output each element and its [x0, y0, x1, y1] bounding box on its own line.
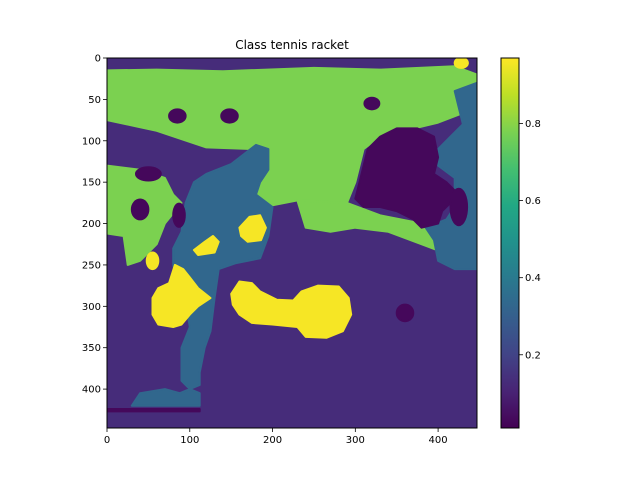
region-dark-spot-6	[395, 303, 415, 323]
region-dark-bottom-line	[107, 408, 201, 413]
region-dark-spot-3	[134, 166, 162, 182]
region-dark-spot-8	[363, 96, 381, 111]
region-dark-right-blob	[354, 127, 456, 229]
x-tick-label-200: 200	[263, 435, 282, 446]
region-yellow-small-1	[192, 235, 220, 256]
plot-frame	[106, 57, 478, 429]
region-green-top-band	[107, 65, 477, 207]
y-tick-label-100: 100	[82, 136, 101, 147]
heatmap-image	[107, 58, 477, 428]
region-dark-spot-7	[449, 187, 469, 227]
region-yellow-corner	[453, 58, 469, 69]
y-tick-label-250: 250	[82, 260, 101, 271]
region-dark-spot-5	[172, 202, 186, 228]
chart-title: Class tennis racket	[235, 38, 349, 52]
y-tick-label-350: 350	[82, 343, 101, 354]
region-dark-spot-2	[220, 108, 239, 124]
y-tick-label-0: 0	[95, 54, 101, 65]
x-axis: 0 100 200 300 400	[104, 428, 448, 446]
colorbar-tick-label-0.2: 0.2	[525, 350, 541, 361]
x-tick-label-300: 300	[346, 435, 365, 446]
x-tick-label-0: 0	[104, 435, 110, 446]
colorbar-tick-label-0.6: 0.6	[525, 196, 541, 207]
region-dark-spot-1	[168, 108, 187, 124]
y-tick-label-400: 400	[82, 385, 101, 396]
y-tick-label-50: 50	[88, 95, 101, 106]
x-tick-label-400: 400	[429, 435, 448, 446]
y-tick-label-150: 150	[82, 178, 101, 189]
colorbar-tick-label-0.4: 0.4	[525, 273, 541, 284]
x-tick-label-100: 100	[180, 435, 199, 446]
region-dark-spot-4	[130, 198, 150, 221]
y-tick-label-300: 300	[82, 302, 101, 313]
y-tick-label-200: 200	[82, 219, 101, 230]
colorbar	[500, 57, 520, 429]
region-yellow-small-2	[238, 214, 267, 243]
colorbar-tick-label-0.8: 0.8	[525, 119, 541, 130]
y-axis: 0 50 100 150 200 250 300 350 400	[82, 54, 107, 396]
colorbar-axis: 0.2 0.4 0.6 0.8	[519, 119, 541, 361]
region-yellow-racket-right	[230, 280, 353, 339]
region-yellow-racket-left	[151, 263, 212, 328]
region-yellow-small-3	[145, 251, 160, 271]
